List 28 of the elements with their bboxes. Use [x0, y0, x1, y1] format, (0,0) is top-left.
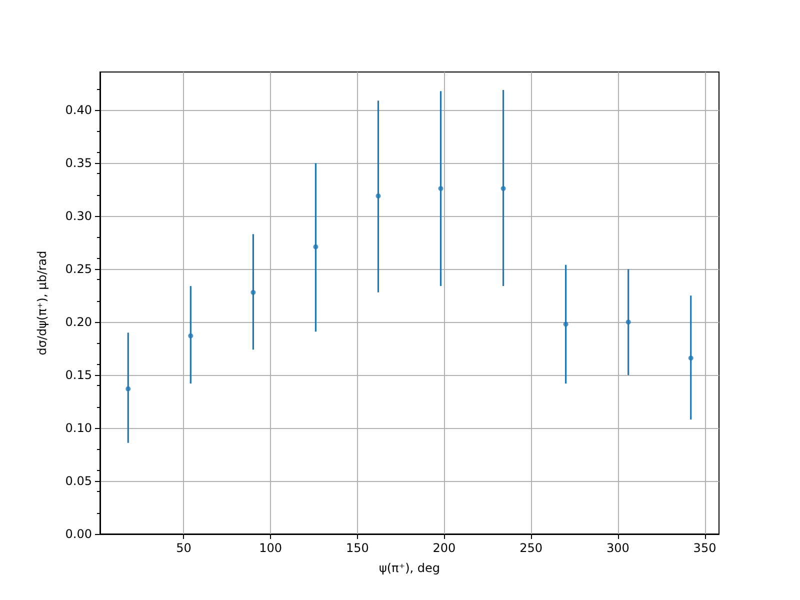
x-tick-label: 250	[520, 541, 543, 555]
point	[126, 386, 131, 392]
point	[688, 356, 694, 361]
y-tick-label: 0.40	[65, 103, 92, 118]
y-tick-label: 0.30	[65, 209, 92, 224]
x-tick-label: 200	[432, 541, 456, 555]
y-tick-label: 0.05	[65, 474, 92, 488]
y-tick-label: 0.00	[65, 527, 92, 541]
y-tick-label: 0.20	[65, 315, 92, 330]
x-tick-label: 150	[346, 541, 369, 555]
point	[626, 320, 631, 325]
point	[250, 290, 256, 295]
y-tick-label: 0.10	[65, 421, 92, 436]
point	[563, 322, 568, 327]
x-axis-title: ψ(π⁺), deg	[378, 561, 440, 575]
point	[313, 244, 318, 250]
x-tick-label: 50	[176, 541, 192, 555]
x-tick-label: 100	[259, 541, 282, 555]
point	[500, 186, 506, 192]
y-tick-label: 0.15	[65, 368, 92, 382]
point	[376, 193, 381, 198]
x-tick-label: 350	[693, 541, 716, 555]
y-tick-label: 0.25	[65, 262, 92, 276]
y-tick-label: 0.35	[65, 156, 92, 170]
x-tick-label: 300	[606, 541, 630, 555]
point	[438, 186, 444, 192]
y-axis-title: dσ/dψ(π⁺), μb/rad	[35, 250, 49, 356]
point	[188, 333, 194, 338]
